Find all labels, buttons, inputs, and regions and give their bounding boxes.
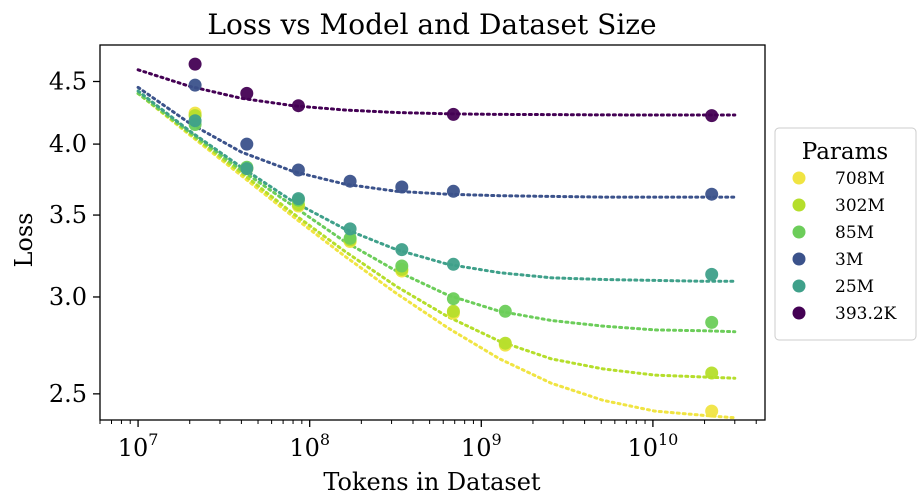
data-point-4-3 bbox=[343, 222, 357, 236]
legend-frame bbox=[774, 127, 917, 341]
data-point-1-7 bbox=[705, 366, 719, 380]
legend-items: 708M 302M 85M 3M 25M 393.2K bbox=[792, 169, 897, 324]
plot-frame bbox=[99, 44, 766, 421]
legend-marker-2 bbox=[792, 225, 806, 239]
legend-label-5: 393.2K bbox=[835, 304, 897, 324]
data-point-2-4 bbox=[395, 259, 409, 273]
data-point-1-6 bbox=[498, 336, 512, 350]
legend-marker-5 bbox=[792, 306, 806, 320]
legend-marker-1 bbox=[792, 198, 806, 212]
plot-area bbox=[99, 44, 766, 421]
y-tick-label-1: 3.0 bbox=[49, 283, 87, 311]
data-point-1-5 bbox=[446, 304, 460, 318]
data-point-4-5 bbox=[446, 257, 460, 271]
legend-marker-0 bbox=[792, 171, 806, 185]
data-point-5-4 bbox=[705, 109, 719, 123]
fit-line-1 bbox=[136, 91, 737, 380]
y-axis-label: Loss bbox=[10, 212, 38, 267]
x-tick-label-0: 107 bbox=[118, 430, 159, 462]
data-point-5-3 bbox=[446, 107, 460, 121]
y-tick-label-4: 4.5 bbox=[49, 68, 87, 96]
data-point-3-3 bbox=[343, 174, 357, 188]
data-point-2-3 bbox=[343, 231, 357, 245]
fit-line-0 bbox=[136, 91, 737, 420]
data-point-5-2 bbox=[291, 99, 305, 113]
data-point-4-0 bbox=[188, 114, 202, 128]
data-point-3-6 bbox=[705, 187, 719, 201]
data-point-5-1 bbox=[240, 86, 254, 100]
data-point-3-0 bbox=[188, 78, 202, 92]
y-tick-label-3: 4.0 bbox=[49, 130, 87, 158]
x-tick-label-2: 109 bbox=[461, 430, 502, 462]
data-point-4-2 bbox=[291, 192, 305, 206]
legend-label-1: 302M bbox=[835, 196, 885, 216]
fit-line-3 bbox=[136, 85, 737, 199]
data-point-2-7 bbox=[705, 315, 719, 329]
legend-title: Params bbox=[802, 139, 888, 165]
data-point-3-1 bbox=[240, 137, 254, 151]
data-point-0-7 bbox=[705, 404, 719, 418]
legend: Params 708M 302M 85M 3M 25M 393.2K bbox=[774, 127, 917, 341]
data-point-3-5 bbox=[446, 184, 460, 198]
data-points bbox=[188, 57, 719, 418]
legend-marker-3 bbox=[792, 252, 806, 266]
y-tick-label-0: 2.5 bbox=[49, 380, 87, 408]
data-point-3-4 bbox=[395, 180, 409, 194]
legend-marker-4 bbox=[792, 279, 806, 293]
legend-label-3: 3M bbox=[835, 250, 863, 270]
data-point-2-6 bbox=[498, 304, 512, 318]
chart-title: Loss vs Model and Dataset Size bbox=[207, 8, 656, 41]
x-tick-label-1: 108 bbox=[289, 430, 330, 462]
data-point-2-5 bbox=[446, 292, 460, 306]
x-axis-label: Tokens in Dataset bbox=[323, 468, 541, 496]
data-point-4-4 bbox=[395, 243, 409, 257]
y-tick-label-2: 3.5 bbox=[49, 201, 87, 229]
data-point-4-6 bbox=[705, 267, 719, 281]
data-point-5-0 bbox=[188, 57, 202, 71]
data-point-3-2 bbox=[291, 163, 305, 177]
legend-label-0: 708M bbox=[835, 169, 885, 189]
x-tick-label-3: 1010 bbox=[627, 430, 678, 462]
legend-label-4: 25M bbox=[835, 277, 874, 297]
legend-label-2: 85M bbox=[835, 223, 874, 243]
x-axis: 107 108 109 1010 bbox=[99, 420, 757, 462]
y-axis: 2.5 3.0 3.5 4.0 4.5 bbox=[49, 68, 100, 408]
data-point-4-1 bbox=[240, 162, 254, 176]
